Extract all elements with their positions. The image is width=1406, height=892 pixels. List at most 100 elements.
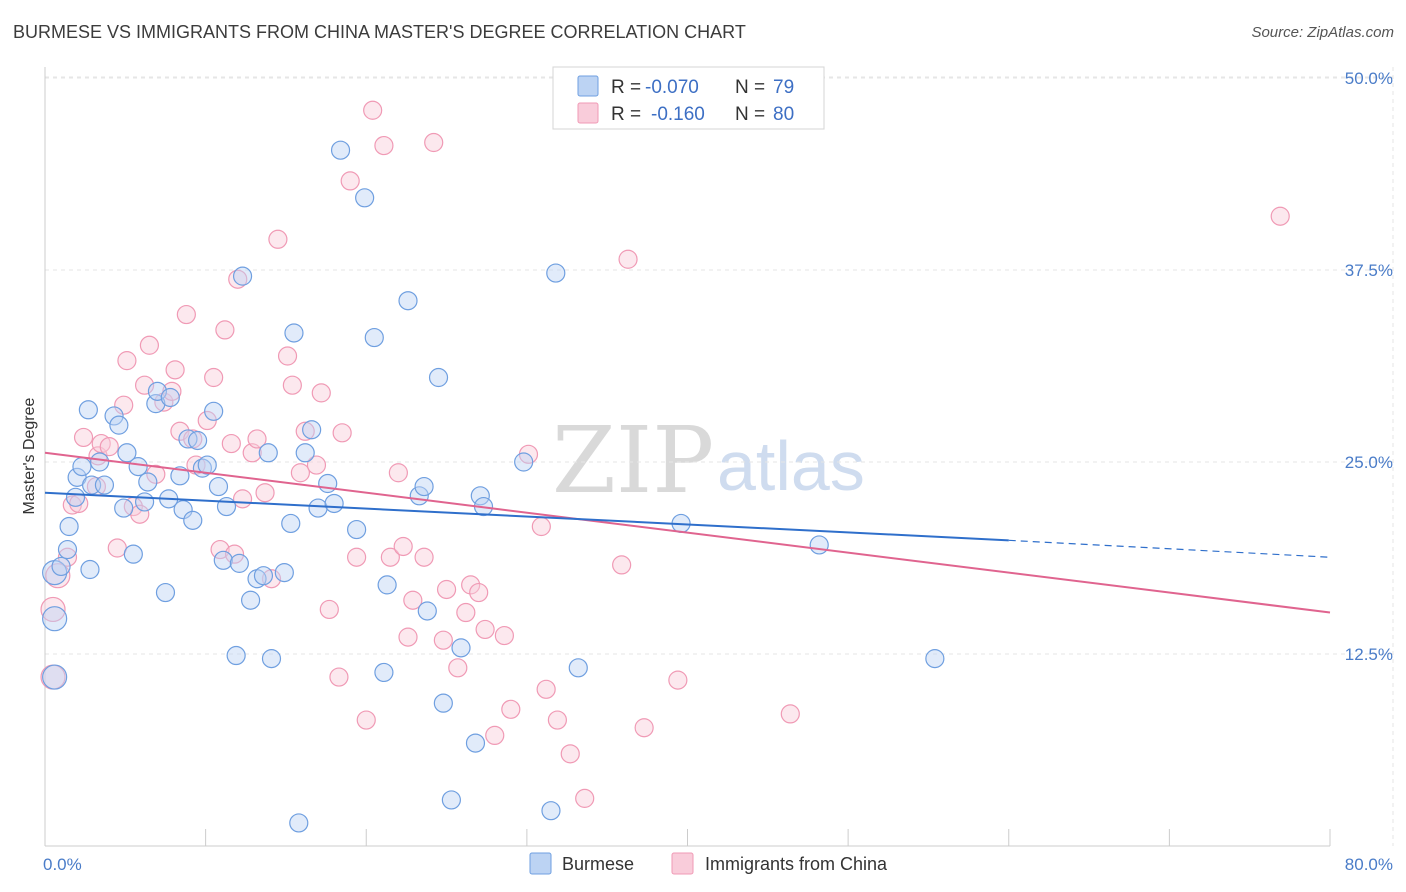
china-point-77	[618, 249, 638, 269]
china-point-53	[380, 547, 400, 567]
china-point-68	[494, 625, 514, 646]
burmese-point-72	[514, 452, 534, 472]
watermark-zip: ZIP	[552, 407, 714, 514]
burmese-point-57	[355, 188, 375, 208]
china-point-27	[204, 367, 224, 388]
burmese-point-43	[253, 566, 274, 586]
legend-swatch-burmese	[577, 75, 599, 97]
china-point-2	[45, 563, 71, 589]
burmese-point-19	[128, 457, 148, 477]
legend-r-label-china: R =	[611, 104, 641, 125]
china-point-0	[40, 596, 66, 623]
china-point-72	[536, 679, 556, 699]
burmese-point-34	[204, 401, 224, 421]
burmese-point-13	[94, 475, 115, 495]
y-tick-label-2: 37.5%	[1345, 261, 1393, 280]
china-point-64	[461, 575, 481, 595]
series-immigrants-from-china-points	[40, 100, 1290, 808]
burmese-point-31	[187, 430, 208, 451]
china-point-55	[393, 536, 413, 557]
burmese-point-68	[451, 638, 471, 658]
china-point-31	[224, 544, 245, 564]
burmese-point-66	[433, 693, 453, 713]
burmese-point-77	[809, 535, 829, 555]
china-point-38	[268, 229, 288, 249]
china-point-46	[329, 667, 349, 687]
china-point-60	[433, 630, 453, 650]
burmese-point-48	[284, 323, 304, 343]
china-point-6	[73, 427, 94, 448]
burmese-point-16	[114, 498, 134, 518]
burmese-point-52	[308, 498, 328, 518]
burmese-point-5	[59, 516, 79, 537]
burmese-point-3	[51, 556, 71, 577]
burmese-point-33	[197, 455, 217, 475]
y-tick-label-3: 50.0%	[1345, 69, 1393, 88]
legend-n-value-china: 80	[773, 104, 794, 125]
china-point-42	[295, 421, 315, 441]
china-point-79	[668, 670, 688, 690]
x-tick-label-min: 0.0%	[43, 855, 82, 874]
burmese-point-70	[470, 486, 490, 506]
legend-n-value-burmese: 79	[773, 77, 794, 98]
china-point-39	[277, 346, 298, 366]
burmese-point-27	[170, 466, 190, 486]
china-point-18	[146, 464, 166, 484]
china-point-28	[210, 539, 230, 560]
burmese-point-61	[398, 291, 418, 311]
china-point-57	[403, 590, 423, 610]
trend-line-china	[44, 451, 1331, 614]
series-burmese-points	[42, 140, 945, 833]
china-point-52	[374, 135, 394, 156]
legend-r-label-burmese: R =	[611, 77, 641, 98]
china-point-54	[388, 463, 408, 483]
burmese-point-9	[78, 400, 98, 420]
series-legend: Burmese Immigrants from China	[529, 852, 888, 875]
china-point-75	[575, 788, 595, 808]
burmese-point-41	[241, 590, 261, 610]
x-ticks	[44, 829, 1331, 846]
china-point-58	[414, 547, 434, 567]
burmese-point-78	[925, 649, 945, 669]
china-point-13	[117, 351, 137, 371]
china-point-62	[448, 658, 468, 678]
china-point-36	[255, 483, 275, 503]
stats-legend: R = -0.070 N = 79 R = -0.160 N = 80	[552, 66, 825, 130]
china-point-67	[485, 725, 505, 746]
legend-n-label-burmese: N =	[735, 77, 765, 98]
china-point-41	[290, 463, 310, 483]
burmese-point-2	[42, 664, 68, 690]
burmese-point-58	[364, 327, 384, 348]
china-point-66	[475, 619, 495, 640]
chart-title: BURMESE VS IMMIGRANTS FROM CHINA MASTER'…	[13, 22, 746, 42]
burmese-point-67	[441, 790, 461, 810]
china-point-69	[501, 699, 521, 719]
burmese-point-55	[330, 140, 351, 160]
burmese-point-39	[229, 553, 249, 573]
burmese-point-36	[213, 550, 233, 570]
y-axis-label: Master's Degree	[21, 397, 38, 514]
burmese-point-63	[414, 476, 434, 497]
china-point-76	[612, 555, 632, 575]
china-point-48	[340, 171, 360, 191]
china-point-20	[162, 381, 182, 401]
bottom-legend-swatch-burmese	[529, 852, 552, 875]
y-tick-labels: 12.5% 25.0% 37.5% 50.0%	[1345, 69, 1393, 664]
burmese-point-38	[226, 645, 246, 666]
bottom-legend-label-burmese: Burmese	[562, 854, 634, 874]
china-point-49	[347, 547, 367, 567]
burmese-point-14	[104, 406, 124, 426]
burmese-point-4	[57, 539, 78, 560]
china-point-50	[356, 710, 376, 730]
china-point-40	[282, 375, 302, 395]
china-point-61	[436, 579, 457, 600]
china-point-43	[306, 455, 327, 475]
china-point-71	[531, 516, 551, 537]
burmese-point-53	[318, 473, 338, 494]
burmese-point-45	[261, 649, 282, 669]
burmese-point-65	[428, 367, 449, 388]
burmese-point-50	[295, 443, 315, 463]
burmese-point-74	[546, 263, 566, 283]
china-point-11	[107, 538, 127, 558]
china-point-12	[114, 395, 134, 415]
